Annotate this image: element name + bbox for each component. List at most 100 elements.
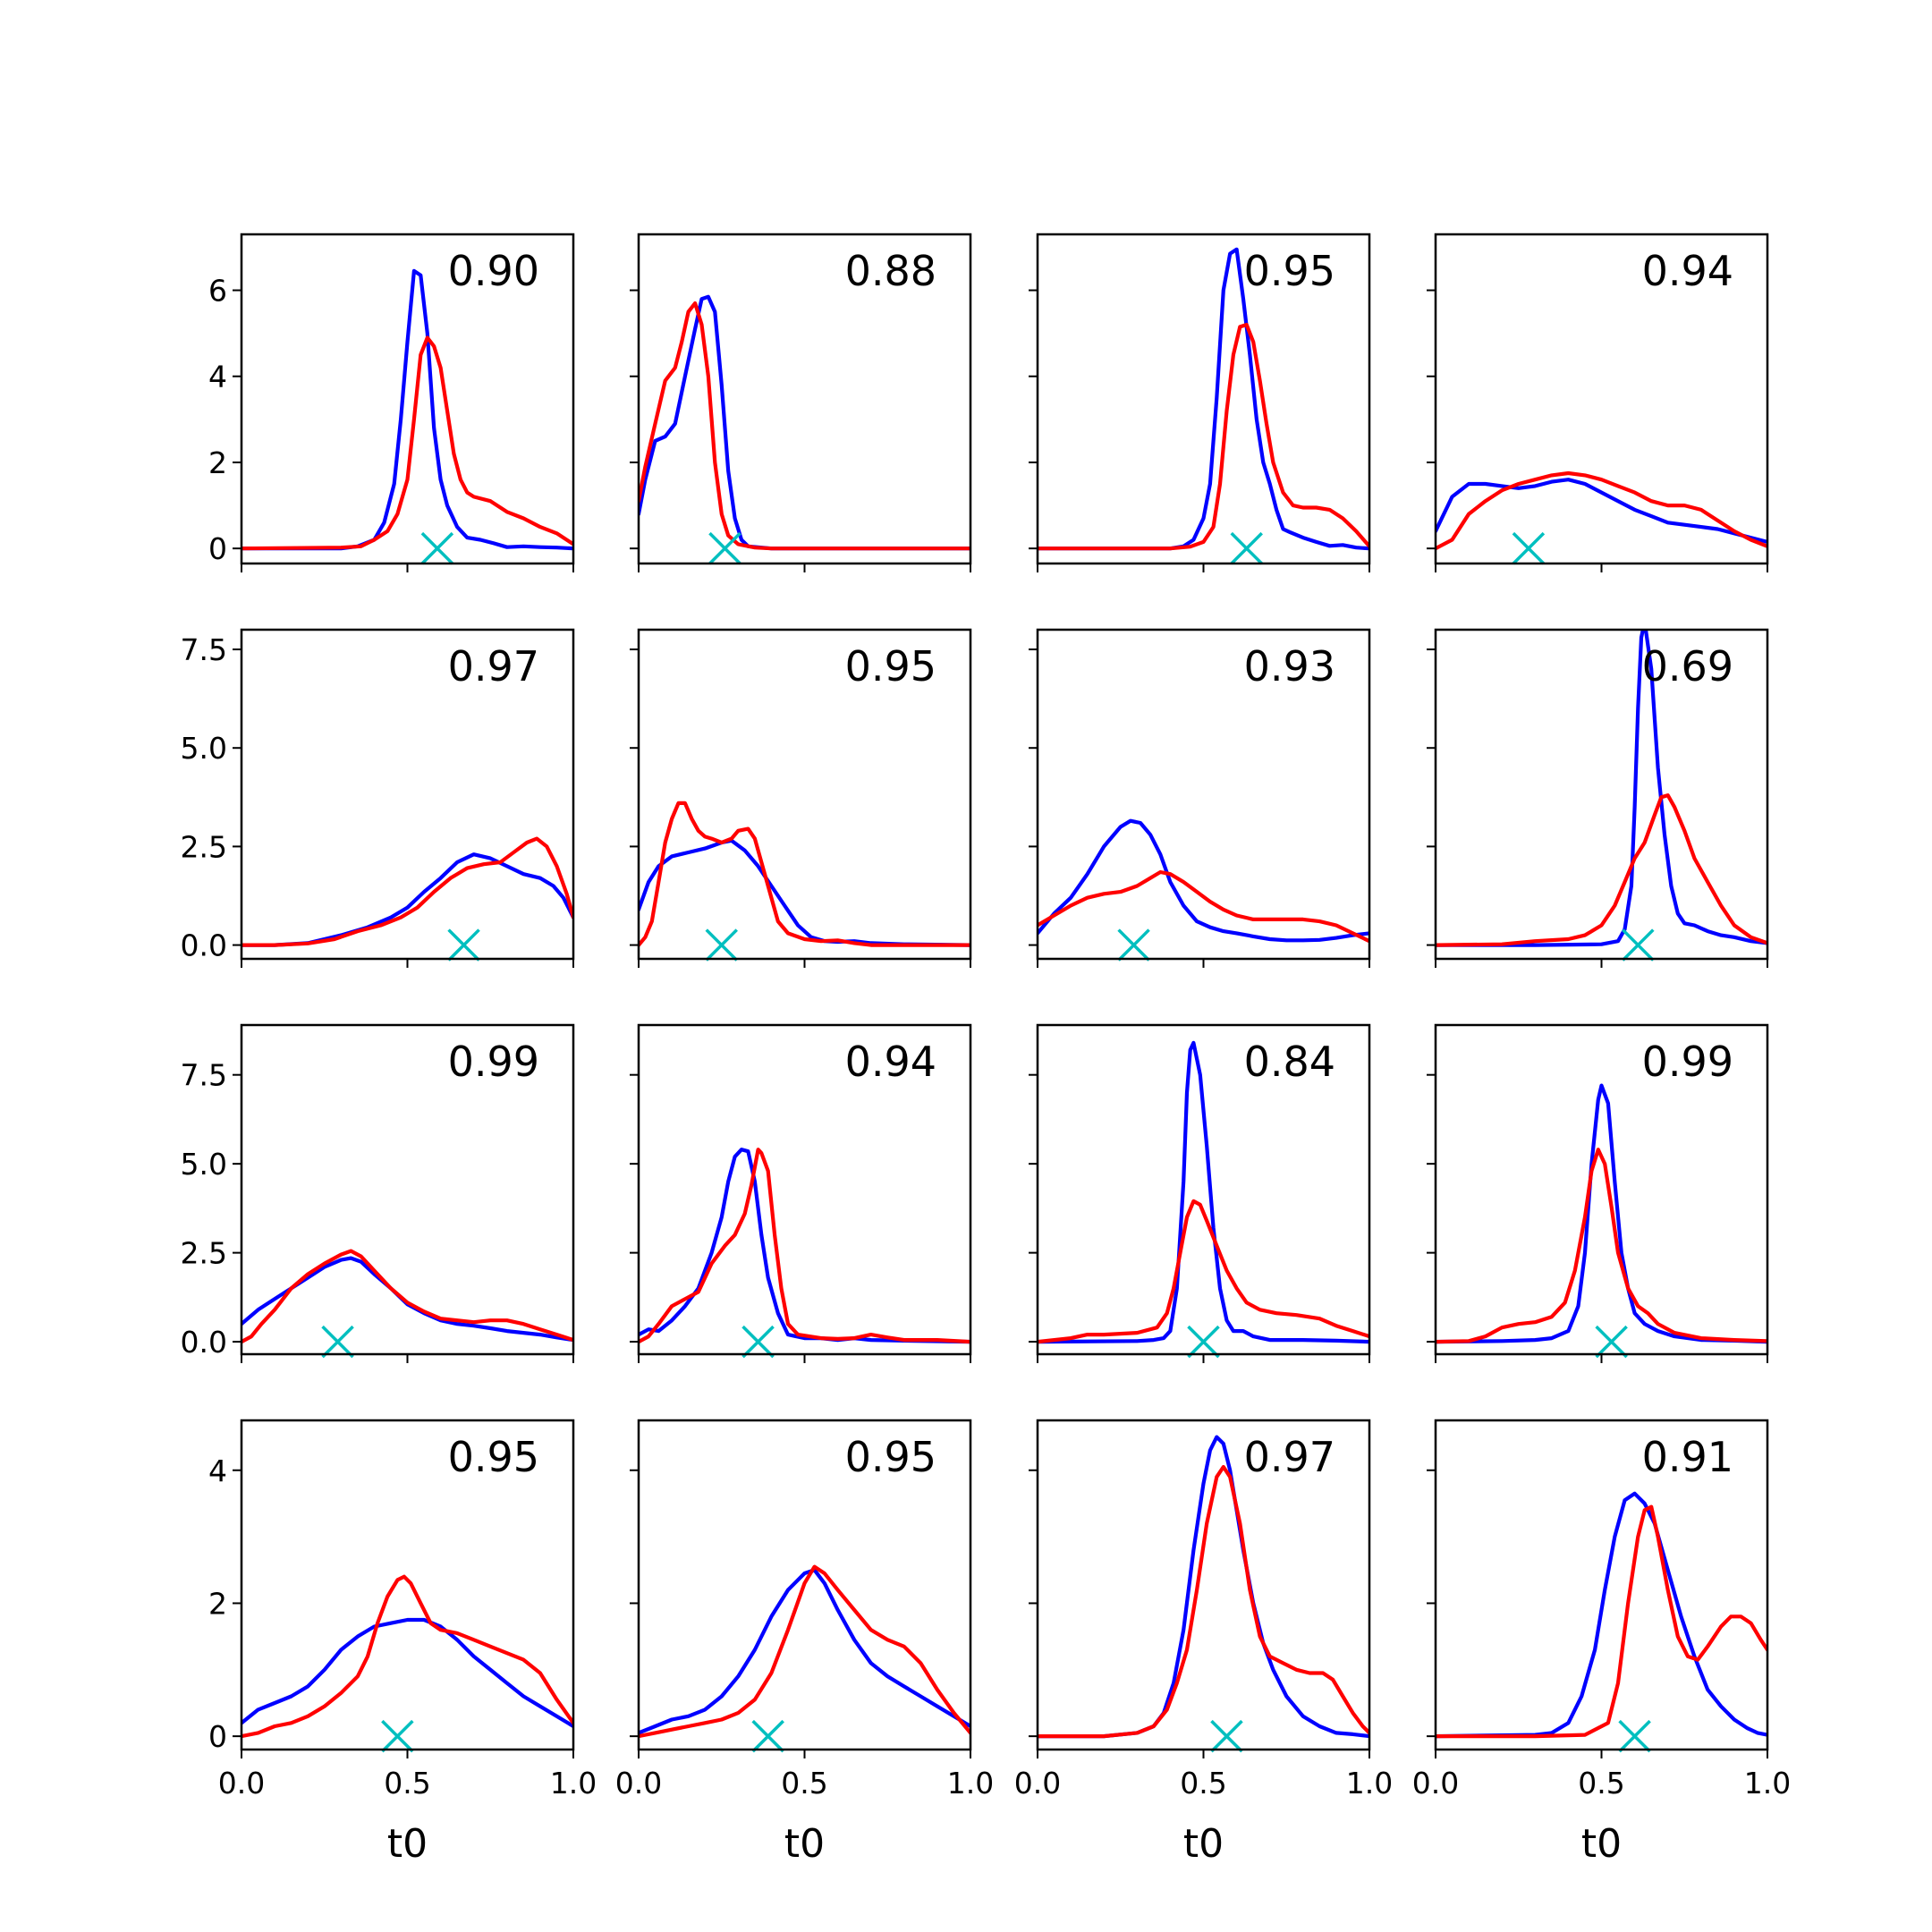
y-tick-label: 2 [208,445,227,480]
true-value-marker [741,1325,775,1359]
marker-stroke [420,531,454,565]
panel-score-label: 0.90 [448,247,539,295]
marker-stroke [1622,928,1655,962]
x-tick-label: 1.0 [1744,1766,1791,1801]
red-density-curve [1436,793,1767,947]
panel-r2-c1: 0.0 2.5 5.0 7.5 0.97 [181,628,575,968]
marker-stroke [705,928,738,962]
true-value-marker [1187,1325,1220,1359]
panel-score-label: 0.95 [845,642,936,691]
y-tick-label: 2.5 [181,829,227,864]
y-tick-label: 0 [208,1719,227,1754]
red-density-curve [1038,869,1369,944]
blue-density-curve [639,1148,970,1344]
y-tick-label: 5.0 [181,1147,227,1182]
red-density-curve [242,836,573,947]
blue-density-curve [1436,1491,1767,1739]
blue-density-curve [242,1617,573,1729]
panel-r1-c4: 0.94 [1427,233,1769,572]
panel-score-label: 0.97 [448,642,539,691]
true-value-marker [705,928,738,962]
marker-stroke [1187,1325,1220,1359]
marker-stroke [447,928,480,962]
marker-stroke [1618,1719,1651,1753]
panel-score-label: 0.93 [1244,642,1335,691]
panel-score-label: 0.84 [1244,1038,1335,1086]
panel-score-label: 0.95 [1244,247,1335,295]
true-value-marker [1210,1719,1243,1753]
panel-score-label: 0.99 [1642,1038,1733,1086]
panel-score-label: 0.97 [1244,1433,1335,1481]
y-tick-label: 4 [208,1453,227,1488]
panel-r3-c3: 0.84 [1029,1023,1371,1363]
panel-score-label: 0.69 [1642,642,1733,691]
marker-stroke [1230,531,1263,565]
true-value-marker [321,1325,354,1359]
marker-stroke [751,1719,784,1753]
blue-density-curve [1436,1083,1767,1344]
x-tick-label: 0.5 [781,1766,827,1801]
blue-density-curve [1436,478,1767,544]
true-value-marker [1618,1719,1651,1753]
panel-r2-c4: 0.69 [1427,628,1769,968]
red-density-curve [639,1148,970,1344]
panel-score-label: 0.94 [845,1038,936,1086]
marker-stroke [1210,1719,1243,1753]
panel-r3-c1: 0.0 2.5 5.0 7.5 0.99 [181,1023,575,1363]
y-tick-label: 7.5 [181,632,227,667]
y-tick-label: 2 [208,1586,227,1621]
panel-r3-c2: 0.94 [630,1023,972,1363]
x-axis-label: t0 [1183,1821,1224,1867]
x-tick-label: 0.0 [1412,1766,1459,1801]
y-tick-label: 0.0 [181,928,227,963]
blue-density-curve [1436,630,1767,947]
true-value-marker [1512,531,1546,565]
panel-r4-c2: 0.0 0.5 1.0 0.95 t0 [615,1419,994,1867]
blue-density-curve [639,838,970,947]
red-density-curve [639,1564,970,1739]
blue-density-curve [1038,247,1369,551]
panel-r3-c4: 0.99 [1427,1023,1769,1363]
true-value-marker [1595,1325,1628,1359]
blue-density-curve [1038,1040,1369,1344]
panel-score-label: 0.99 [448,1038,539,1086]
y-tick-label: 6 [208,274,227,309]
red-density-curve [1038,1464,1369,1739]
panel-r1-c3: 0.95 [1029,233,1371,572]
marker-stroke [1512,531,1546,565]
red-density-curve [242,335,573,551]
marker-stroke [321,1325,354,1359]
blue-density-curve [242,268,573,551]
red-density-curve [639,801,970,947]
x-tick-label: 0.0 [218,1766,265,1801]
marker-stroke [381,1719,414,1753]
panel-score-label: 0.91 [1642,1433,1733,1481]
x-tick-label: 1.0 [947,1766,994,1801]
red-density-curve [1038,322,1369,551]
red-density-curve [1436,1148,1767,1344]
red-density-curve [1038,1199,1369,1344]
panel-r4-c4: 0.0 0.5 1.0 0.91 t0 [1412,1419,1791,1867]
y-tick-label: 0.0 [181,1325,227,1360]
true-value-marker [447,928,480,962]
x-tick-label: 0.5 [1180,1766,1226,1801]
panel-r2-c3: 0.93 [1029,628,1371,968]
red-density-curve [639,301,970,551]
marker-stroke [1595,1325,1628,1359]
marker-stroke [708,531,741,565]
true-value-marker [420,531,454,565]
marker-stroke [741,1325,775,1359]
x-tick-label: 1.0 [1346,1766,1393,1801]
y-tick-label: 5.0 [181,731,227,766]
x-tick-label: 0.5 [1578,1766,1624,1801]
x-tick-label: 0.0 [1014,1766,1061,1801]
blue-density-curve [1038,818,1369,943]
red-density-curve [242,1249,573,1344]
panel-score-label: 0.94 [1642,247,1733,295]
marker-stroke [1117,928,1150,962]
blue-density-curve [1038,1435,1369,1739]
red-density-curve [1436,470,1767,551]
panel-r1-c1: 0 2 4 6 0.90 [208,233,575,572]
true-value-marker [1117,928,1150,962]
